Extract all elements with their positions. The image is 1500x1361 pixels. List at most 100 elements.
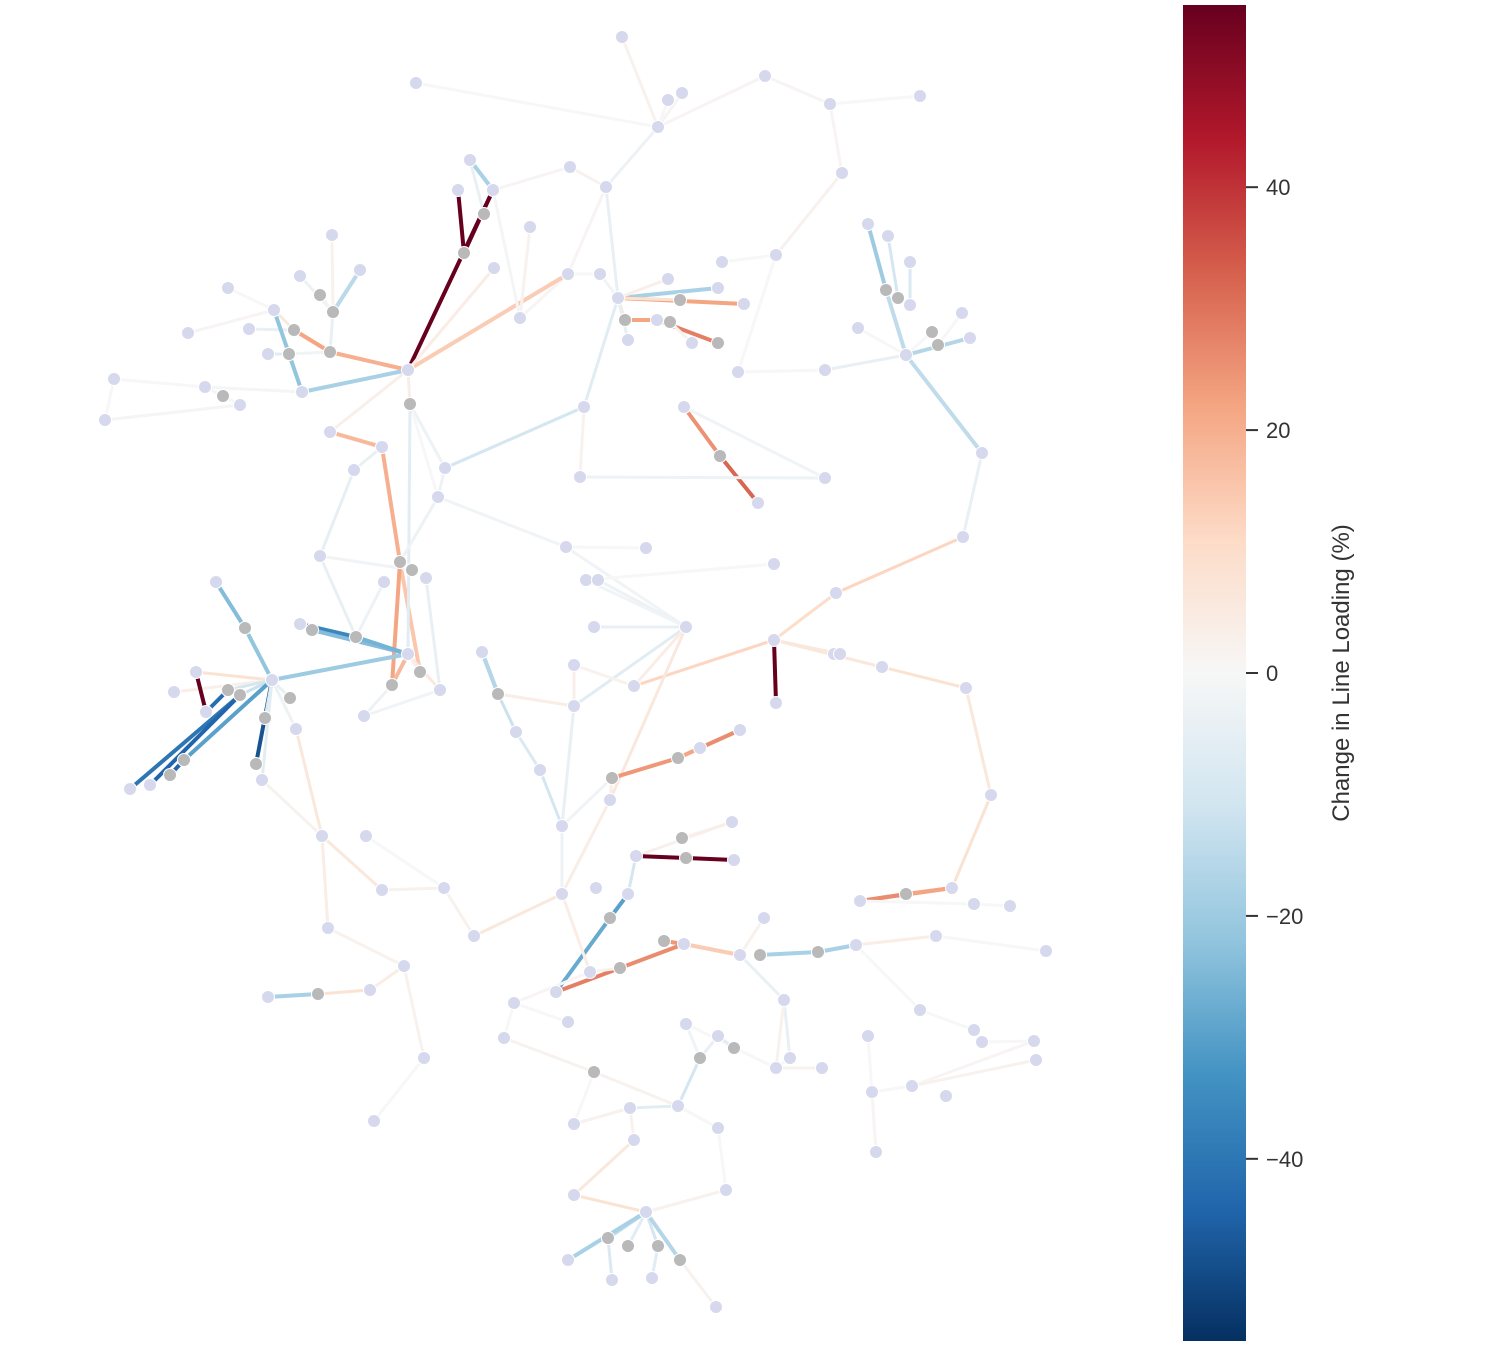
power-line: [402, 964, 426, 1060]
power-line: [961, 451, 984, 539]
power-line: [572, 625, 688, 708]
bus-node: [561, 1015, 575, 1029]
transformer-node: [287, 323, 301, 337]
bus-node: [945, 881, 959, 895]
bus-node: [475, 645, 489, 659]
transformer-node: [326, 305, 340, 319]
transformer-node: [393, 555, 407, 569]
power-line: [716, 1126, 728, 1192]
transformer-node: [238, 621, 252, 635]
transformer-node: [891, 291, 905, 305]
bus-node: [377, 575, 391, 589]
transformer-node: [457, 246, 471, 260]
power-line: [406, 272, 570, 372]
power-line: [774, 998, 786, 1070]
bus-node: [975, 446, 989, 460]
colorbar: 40 20 0 −20 −40 Change in Line Loading (%): [1183, 5, 1355, 1341]
bus-node: [433, 683, 447, 697]
power-line: [656, 74, 767, 129]
transformer-node: [671, 751, 685, 765]
power-line: [554, 966, 622, 994]
colorbar-gradient: [1183, 5, 1246, 1341]
power-line: [414, 81, 660, 129]
bus-node: [963, 331, 977, 345]
power-line: [243, 626, 274, 682]
transformer-node: [679, 851, 693, 865]
power-line: [866, 222, 888, 292]
power-line: [644, 1210, 682, 1262]
power-line: [560, 798, 612, 896]
bus-node: [437, 881, 451, 895]
power-line: [442, 886, 476, 938]
bus-node: [685, 336, 699, 350]
bus-node: [818, 471, 832, 485]
bus-node: [861, 217, 875, 231]
power-line: [682, 405, 827, 480]
power-line: [606, 1236, 614, 1282]
power-line: [980, 1039, 1036, 1044]
bus-node: [1027, 1034, 1041, 1048]
bus-node: [709, 1300, 723, 1314]
power-line: [372, 1056, 426, 1123]
transformer-node: [163, 768, 177, 782]
bus-node: [497, 1031, 511, 1045]
bus-node: [577, 400, 591, 414]
bus-node: [357, 709, 371, 723]
bus-node: [967, 897, 981, 911]
colorbar-tick-label: −20: [1266, 904, 1303, 929]
bus-node: [315, 829, 329, 843]
transformer-node: [663, 315, 677, 329]
bus-node: [591, 573, 605, 587]
bus-node: [555, 819, 569, 833]
bus-node: [533, 763, 547, 777]
power-line: [828, 94, 922, 106]
transformer-node: [385, 678, 399, 692]
transformer-node: [587, 1065, 601, 1079]
power-line: [354, 580, 386, 639]
power-line: [886, 234, 900, 300]
bus-node: [167, 685, 181, 699]
colorbar-tick-label: 0: [1266, 661, 1278, 686]
power-line: [266, 992, 320, 999]
power-line: [560, 704, 576, 828]
transformer-node: [657, 934, 671, 948]
bus-node: [903, 255, 917, 269]
bus-node: [143, 778, 157, 792]
power-line: [758, 950, 820, 957]
colorbar-ticks: 40 20 0 −20 −40: [1246, 175, 1303, 1172]
transformer-node: [349, 630, 363, 644]
transformer-node: [621, 1239, 635, 1253]
bus-node: [731, 365, 745, 379]
network-lines-layer: [103, 35, 1048, 1309]
bus-node: [975, 1035, 989, 1049]
bus-node: [677, 937, 691, 951]
transformer-node: [931, 338, 945, 352]
power-line: [572, 663, 636, 688]
bus-node: [509, 725, 523, 739]
bus-node: [1003, 899, 1017, 913]
bus-node: [401, 647, 415, 661]
transformer-node: [675, 831, 689, 845]
transformer-node: [282, 347, 296, 361]
bus-node: [615, 30, 629, 44]
power-line: [270, 652, 410, 682]
power-line: [194, 670, 274, 682]
bus-node: [711, 1029, 725, 1043]
transformer-node: [311, 987, 325, 1001]
bus-node: [347, 463, 361, 477]
bus-node: [123, 782, 137, 796]
power-line: [854, 943, 922, 1012]
power-line: [260, 778, 324, 838]
power-line: [610, 756, 680, 780]
bus-node: [783, 1051, 797, 1065]
bus-node: [451, 183, 465, 197]
bus-node: [289, 722, 303, 736]
bus-node: [261, 347, 275, 361]
bus-node: [567, 658, 581, 672]
transformer-node: [313, 288, 327, 302]
transformer-node: [249, 757, 263, 771]
colorbar-title: Change in Line Loading (%): [1328, 524, 1355, 822]
power-line: [632, 625, 688, 688]
bus-node: [661, 272, 675, 286]
power-line: [592, 1070, 680, 1108]
